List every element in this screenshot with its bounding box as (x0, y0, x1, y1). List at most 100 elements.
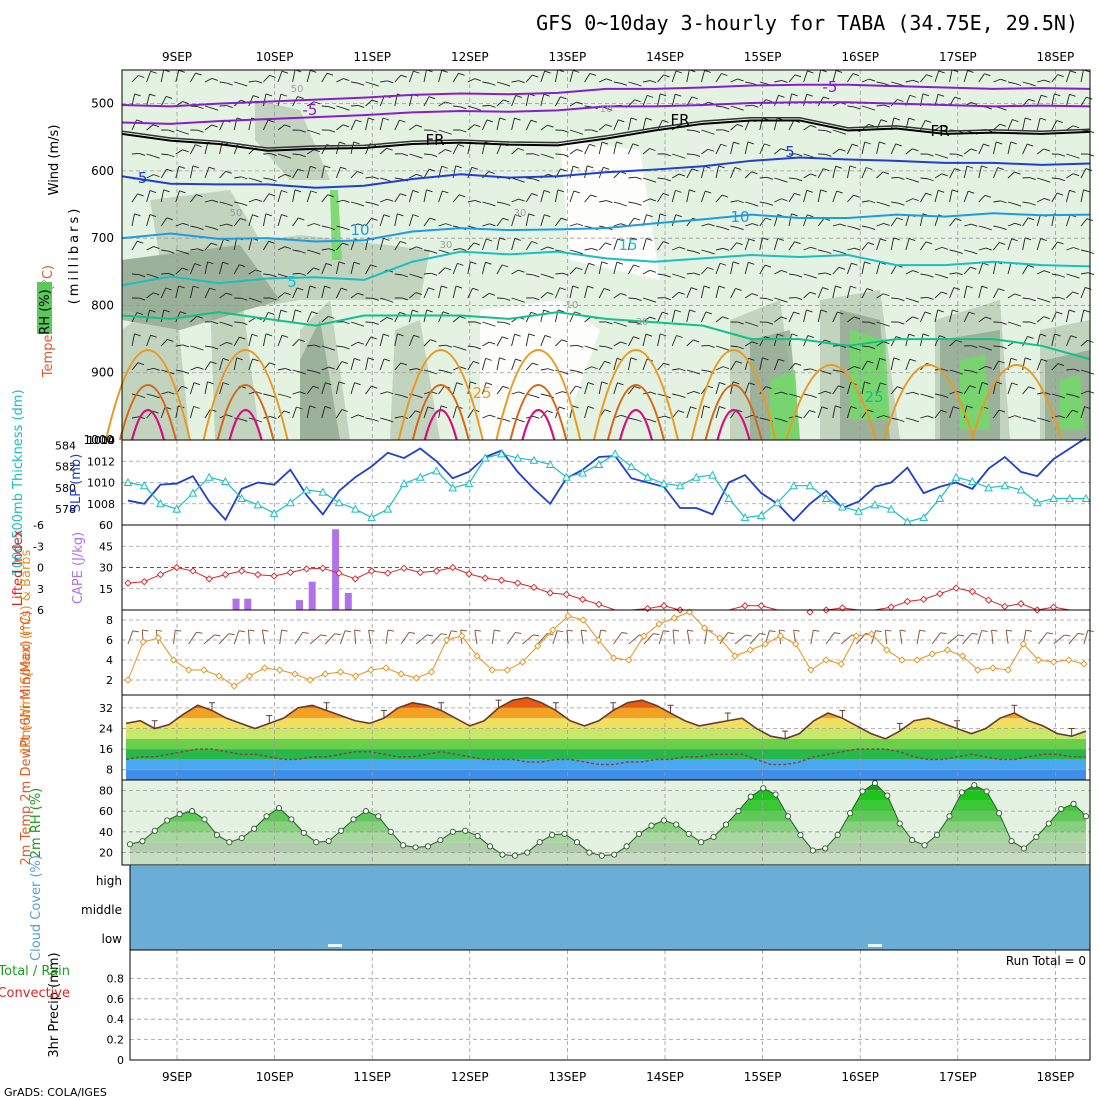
wind-barb-flag (883, 293, 890, 297)
lifted-marker (189, 567, 197, 575)
wind-barb-flag (704, 69, 711, 73)
wind-barb-flag (733, 141, 740, 145)
thickness-tick: 584 (55, 439, 76, 452)
wind-barb (233, 336, 240, 347)
wind-barb-flag (941, 246, 949, 250)
wind-barb (1080, 309, 1085, 323)
thickness-marker (675, 481, 685, 490)
wind-barb (671, 70, 677, 83)
wind-barb-flag (735, 288, 742, 291)
wind-barb (263, 193, 270, 203)
wind-barb-flag (222, 261, 229, 265)
wind-barb-flag (357, 292, 364, 296)
wind10m-barb (899, 630, 903, 645)
wind-barb (190, 194, 197, 203)
wind-barb-flag (603, 166, 610, 170)
wind-barb (336, 361, 343, 371)
wind-barb (248, 317, 256, 323)
wind10m-barb-flag (533, 634, 540, 637)
wind-barb (847, 247, 855, 251)
wind-barb (321, 382, 326, 395)
wind-barb (992, 381, 997, 395)
wind-barb (832, 166, 837, 179)
wind-barb (409, 273, 417, 277)
wind-barb (861, 200, 870, 203)
wind-barb-flag (401, 153, 409, 157)
wind-barb-flag (720, 143, 727, 147)
wind-barb-flag (1041, 94, 1048, 98)
wind-barb (379, 317, 388, 323)
wind-barb-flag (620, 82, 628, 86)
ylabel-convective: Convective (0, 986, 70, 1001)
rh-label: 30 (514, 208, 527, 219)
wind-barb (569, 385, 577, 395)
wind-barb (161, 369, 169, 373)
thickness-marker (773, 498, 782, 507)
wind-barb (803, 368, 811, 371)
thickness-marker (643, 472, 652, 481)
wind-barb (131, 93, 136, 107)
wind-barb (876, 238, 881, 251)
wind-barb (160, 168, 167, 179)
wind-barb-flag (956, 390, 963, 394)
wind10m-marker (154, 634, 162, 642)
wind-barb-flag (518, 299, 525, 303)
wind-barb-flag (136, 119, 143, 123)
wind-barb (1080, 287, 1086, 299)
isotherm-35-arch (716, 408, 751, 441)
wind-barb-flag (309, 405, 316, 409)
wind-barb-flag (791, 93, 798, 97)
wind-barb-flag (810, 173, 817, 177)
wind-barb-flag (197, 106, 204, 110)
wind-barb (774, 391, 782, 395)
wind-barb (745, 201, 753, 205)
slp-grid (122, 439, 1090, 525)
wind-barb (350, 321, 359, 325)
wind-barb-flag (343, 78, 350, 81)
wind10m-marker (837, 660, 845, 668)
wind-barb-flag (576, 267, 583, 271)
wind-barb (773, 359, 779, 371)
wind-barb-flag (149, 214, 157, 217)
wind-barb-flag (748, 238, 756, 242)
rh2m-marker (400, 842, 407, 849)
wind-barb-flag (880, 238, 887, 242)
wind-barb (379, 334, 384, 347)
wind-barb (380, 80, 388, 83)
wind-barb (891, 81, 899, 85)
freezing-line-secondary (121, 117, 1091, 149)
wind-barb-flag (909, 238, 916, 241)
wind-barb (365, 201, 373, 204)
date-label-bottom: 18SEP (1037, 1070, 1075, 1084)
wind-barb (146, 153, 154, 157)
ylabel-precip: 3hr Precip (mm) (47, 952, 62, 1057)
wind-barb-flag (1072, 291, 1079, 295)
precip-grid (130, 950, 1090, 1061)
wind-barb (1051, 120, 1058, 131)
wind-barb-flag (415, 124, 423, 128)
wind-barb-flag (358, 105, 365, 108)
wind-barb (204, 124, 212, 131)
wind-barb-flag (533, 395, 540, 399)
wind-barb (190, 144, 196, 155)
wind-barb-flag (357, 82, 365, 86)
wind-barb-flag (674, 309, 682, 313)
wind-barb (993, 345, 1001, 348)
wind-barb-flag (547, 275, 554, 279)
frame-precip (129, 949, 1091, 1061)
wind-barb (905, 148, 913, 155)
wind-barb-flag (1043, 148, 1050, 152)
lifted-marker (238, 567, 246, 575)
wind-barb-flag (1014, 415, 1022, 419)
wind-barb-flag (557, 309, 565, 313)
wind10m-marker (306, 676, 314, 684)
temp-band (126, 769, 1086, 780)
wind-barb-flag (721, 73, 728, 76)
wind-barb (730, 225, 738, 229)
wind-barb-flag (736, 409, 743, 413)
wind-barb (847, 225, 855, 229)
wind-barb-flag (502, 217, 509, 221)
wind-barb (189, 382, 195, 395)
